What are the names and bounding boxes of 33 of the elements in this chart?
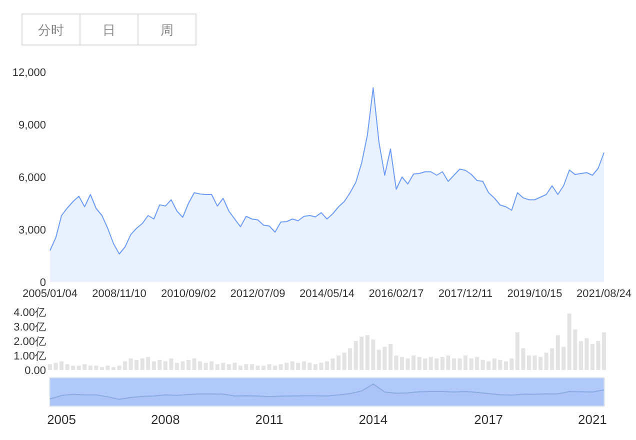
x-tick-label: 2017/12/11	[438, 288, 493, 300]
x-tick-label: 2008/11/10	[92, 288, 146, 300]
bar	[48, 364, 52, 370]
y-tick-label: 4.00亿	[14, 307, 46, 319]
x-tick-label: 2005	[47, 412, 76, 427]
x-tick-label: 2016/02/17	[368, 288, 424, 300]
x-tick-label: 2017	[474, 412, 504, 427]
y-tick-label: 0.00	[24, 365, 46, 377]
x-tick-label: 2014/05/14	[299, 288, 355, 300]
text: 周	[160, 22, 174, 38]
bar	[186, 360, 191, 370]
y-tick-label: 6,000	[18, 172, 46, 184]
y-tick-label: 3,000	[18, 224, 46, 236]
x-tick-label: 2010/09/02	[160, 288, 216, 300]
x-tick-label: 2014	[358, 412, 388, 427]
y-tick-label: 1.00亿	[14, 350, 46, 362]
x-tick-label: 2019/10/15	[507, 288, 562, 300]
y-tick-label: 2.00亿	[14, 336, 46, 348]
x-tick-label: 2005/01/04	[22, 288, 78, 300]
x-tick-label: 2011	[255, 412, 284, 427]
x-tick-label: 2008	[150, 412, 180, 427]
y-tick-label: 12,000	[12, 67, 46, 79]
x-tick-label: 2012/07/09	[230, 288, 286, 300]
x-tick-label: 2021/08/24	[576, 288, 632, 300]
y-tick-label: 9,000	[18, 120, 46, 132]
bar	[463, 356, 468, 370]
bar	[602, 332, 606, 370]
y-tick-label: 3.00亿	[14, 322, 46, 334]
y-tick-label: 0	[40, 277, 46, 289]
x-tick-label: 2021	[578, 412, 607, 427]
bar	[324, 361, 330, 370]
text: 日	[102, 22, 116, 38]
text: 分时	[38, 22, 64, 38]
